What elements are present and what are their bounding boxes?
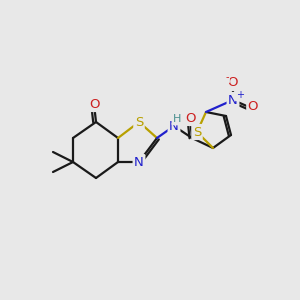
Text: O: O bbox=[228, 76, 238, 89]
Text: O: O bbox=[89, 98, 99, 110]
Text: S: S bbox=[193, 125, 201, 139]
Text: -: - bbox=[225, 72, 229, 82]
Text: S: S bbox=[135, 116, 143, 128]
Text: N: N bbox=[228, 94, 238, 106]
Text: O: O bbox=[185, 112, 195, 124]
Text: O: O bbox=[248, 100, 258, 113]
Text: N: N bbox=[134, 155, 144, 169]
Text: N: N bbox=[169, 119, 179, 133]
Text: +: + bbox=[236, 90, 244, 100]
Text: H: H bbox=[173, 114, 181, 124]
